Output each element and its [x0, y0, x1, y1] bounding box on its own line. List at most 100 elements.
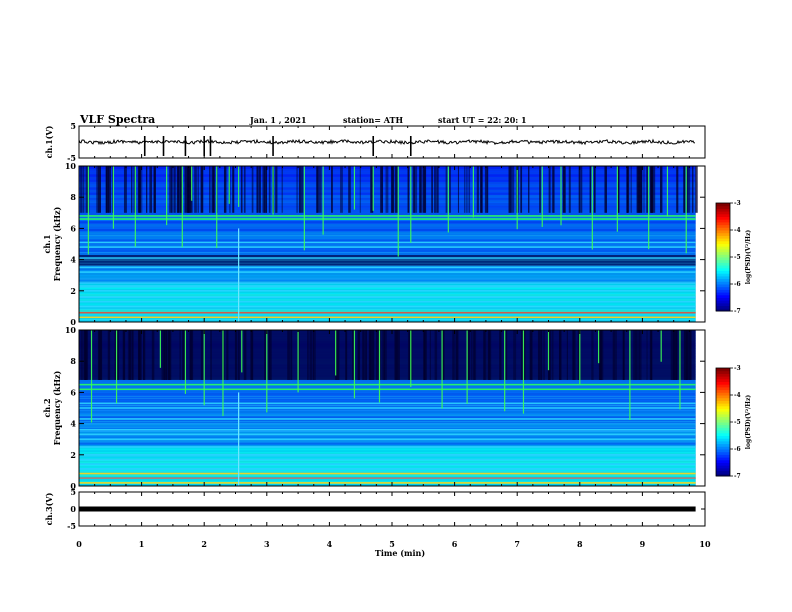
x-tick-label: 7 — [514, 539, 520, 549]
noise-streak — [593, 166, 596, 213]
spectrogram-row — [79, 233, 696, 237]
colorbar-cell — [716, 211, 730, 215]
spectrogram-row — [79, 249, 696, 253]
noise-streak — [182, 330, 185, 380]
colorbar-cell — [716, 395, 730, 399]
noise-streak — [455, 330, 459, 380]
noise-streak — [180, 166, 182, 213]
noise-streak — [85, 166, 89, 213]
noise-streak — [407, 166, 410, 213]
colorbar-cell — [716, 451, 730, 455]
band-line — [79, 266, 696, 269]
noise-streak — [137, 166, 141, 213]
noise-streak — [615, 330, 617, 380]
header-start-time: start UT = 22: 20: 1 — [438, 115, 527, 125]
noise-streak — [128, 330, 132, 380]
noise-streak — [264, 166, 268, 213]
noise-streak — [307, 330, 309, 380]
spectrogram-row — [79, 290, 696, 294]
noise-streak — [484, 166, 488, 213]
noise-streak — [123, 166, 127, 213]
colorbar-cell — [716, 422, 730, 426]
spectrogram-row — [79, 314, 696, 318]
noise-streak — [229, 166, 231, 213]
y-axis-label: ch.1(V) — [44, 125, 54, 158]
band-line — [79, 402, 696, 405]
band-line — [79, 468, 696, 470]
noise-streak — [376, 330, 378, 380]
colorbar-cell — [716, 297, 730, 301]
band-line — [79, 241, 696, 244]
noise-streak — [413, 166, 415, 213]
colorbar-tick-label: -3 — [734, 365, 741, 372]
noise-streak — [689, 330, 692, 380]
noise-streak — [449, 166, 451, 213]
band-line — [79, 271, 696, 273]
spectrogram-row — [79, 212, 696, 216]
band-line — [79, 388, 696, 391]
colorbar-tick-label: -6 — [734, 281, 741, 288]
spectrogram-row — [79, 382, 696, 386]
noise-streak — [464, 166, 466, 213]
y-tick-label: 2 — [70, 450, 76, 460]
noise-streak — [80, 166, 83, 213]
spectrogram-row — [79, 244, 696, 248]
spectrogram-row — [79, 220, 696, 224]
noise-streak — [653, 166, 656, 213]
noise-streak — [363, 330, 367, 380]
spectrogram-row — [79, 319, 696, 323]
noise-streak — [164, 330, 167, 380]
colorbar-cell — [716, 262, 730, 266]
colorbar-cell — [716, 435, 730, 439]
noise-streak — [82, 166, 85, 213]
noise-streak — [370, 166, 374, 213]
spectrogram-row — [79, 298, 696, 302]
spectrogram-row — [79, 384, 696, 388]
spectrogram-row — [79, 225, 696, 229]
noise-streak — [200, 166, 204, 213]
noise-streak — [445, 166, 448, 213]
y-tick-label: 8 — [70, 192, 76, 202]
spectrogram-row — [79, 285, 696, 289]
noise-streak — [452, 330, 455, 380]
colorbar-cell — [716, 302, 730, 307]
noise-streak — [86, 330, 88, 380]
noise-streak — [691, 166, 694, 213]
noise-streak — [362, 330, 365, 380]
header-date: Jan. 1 , 2021 — [249, 115, 307, 125]
spectrogram-row — [79, 267, 696, 271]
noise-streak — [589, 166, 592, 213]
noise-streak — [368, 330, 371, 380]
colorbar-cell — [716, 432, 730, 436]
spectrogram-row — [79, 397, 696, 401]
spectrogram-row — [79, 413, 696, 417]
band-line — [79, 282, 696, 284]
noise-streak — [466, 166, 468, 213]
noise-streak — [639, 330, 642, 380]
noise-streak — [422, 166, 425, 213]
band-line — [79, 257, 696, 259]
colorbar-cell — [716, 251, 730, 255]
spectrogram-row — [79, 421, 696, 425]
noise-streak — [566, 330, 568, 380]
noise-streak — [510, 166, 513, 213]
band-line — [79, 218, 696, 220]
spectrogram-row — [79, 275, 696, 279]
noise-streak — [395, 330, 398, 380]
noise-streak — [433, 166, 437, 213]
band-line — [79, 429, 696, 431]
noise-streak — [474, 330, 477, 380]
noise-streak — [612, 330, 616, 380]
noise-streak — [357, 330, 360, 380]
noise-streak — [467, 330, 471, 380]
spectrogram-row — [79, 277, 696, 281]
noise-streak — [318, 166, 322, 213]
spectrogram-row — [79, 460, 696, 464]
noise-streak — [412, 166, 414, 213]
spectrogram-row — [79, 293, 696, 297]
y-tick-label: 8 — [70, 356, 76, 366]
y-tick-label: -5 — [67, 521, 76, 531]
colorbar-cell — [716, 438, 730, 442]
noise-streak — [552, 330, 554, 380]
